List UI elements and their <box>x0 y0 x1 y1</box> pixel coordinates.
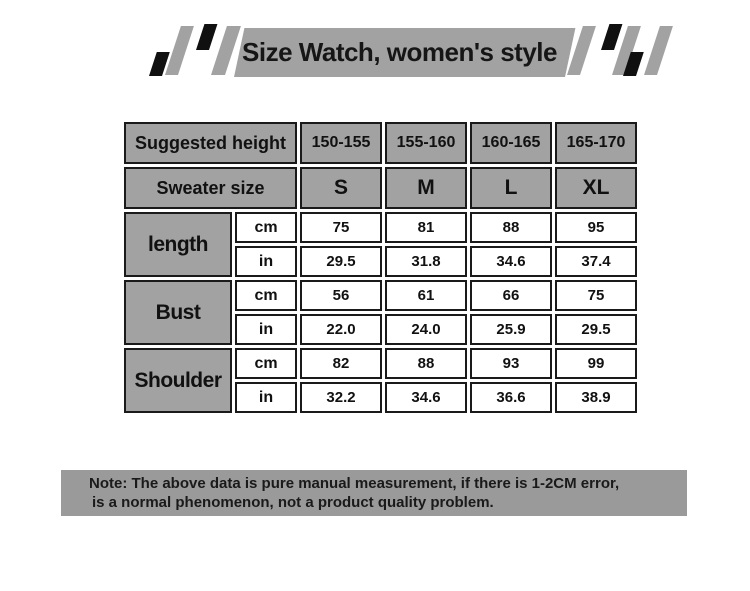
value-cell: 36.6 <box>470 382 552 413</box>
value-cell: 82 <box>300 348 382 379</box>
measurement-note: Note: The above data is pure manual meas… <box>61 470 687 516</box>
shoulder-label: Shoulder <box>124 348 232 413</box>
unit-cell: cm <box>235 212 297 243</box>
table-row-suggested-height: Suggested height 150-155 155-160 160-165… <box>124 122 637 164</box>
value-cell: 37.4 <box>555 246 637 277</box>
table-row-length-in: in 29.5 31.8 34.6 37.4 <box>124 246 637 277</box>
bust-label: Bust <box>124 280 232 345</box>
length-label: length <box>124 212 232 277</box>
unit-cell: in <box>235 382 297 413</box>
value-cell: 38.9 <box>555 382 637 413</box>
size-cell: M <box>385 167 467 209</box>
value-cell: 75 <box>300 212 382 243</box>
size-cell: L <box>470 167 552 209</box>
stripe-icon <box>165 26 194 75</box>
stripe-icon <box>601 24 623 50</box>
height-range-cell: 150-155 <box>300 122 382 164</box>
table-row-shoulder-cm: Shoulder cm 82 88 93 99 <box>124 348 637 413</box>
size-cell: XL <box>555 167 637 209</box>
stripe-icon <box>644 26 673 75</box>
size-table: Suggested height 150-155 155-160 160-165… <box>121 119 640 416</box>
table-row-length-cm: length cm 75 81 88 95 <box>124 212 637 277</box>
value-cell: 61 <box>385 280 467 311</box>
height-range-cell: 155-160 <box>385 122 467 164</box>
table-row-shoulder-in: in 32.2 34.6 36.6 38.9 <box>124 382 637 413</box>
note-line-1: Note: The above data is pure manual meas… <box>89 475 620 492</box>
value-cell: 56 <box>300 280 382 311</box>
value-cell: 75 <box>555 280 637 311</box>
value-cell: 88 <box>470 212 552 243</box>
value-cell: 29.5 <box>300 246 382 277</box>
value-cell: 25.9 <box>470 314 552 345</box>
table-row-bust-in: in 22.0 24.0 25.9 29.5 <box>124 314 637 345</box>
table-row-sweater-size: Sweater size S M L XL <box>124 167 637 209</box>
value-cell: 22.0 <box>300 314 382 345</box>
note-line-2: is a normal phenomenon, not a product qu… <box>92 494 494 511</box>
table-row-bust-cm: Bust cm 56 61 66 75 <box>124 280 637 345</box>
value-cell: 29.5 <box>555 314 637 345</box>
value-cell: 88 <box>385 348 467 379</box>
value-cell: 81 <box>385 212 467 243</box>
value-cell: 34.6 <box>470 246 552 277</box>
unit-cell: cm <box>235 280 297 311</box>
value-cell: 24.0 <box>385 314 467 345</box>
value-cell: 31.8 <box>385 246 467 277</box>
value-cell: 32.2 <box>300 382 382 413</box>
height-range-cell: 160-165 <box>470 122 552 164</box>
size-cell: S <box>300 167 382 209</box>
value-cell: 99 <box>555 348 637 379</box>
value-cell: 66 <box>470 280 552 311</box>
suggested-height-label: Suggested height <box>124 122 297 164</box>
value-cell: 93 <box>470 348 552 379</box>
value-cell: 34.6 <box>385 382 467 413</box>
value-cell: 95 <box>555 212 637 243</box>
page-title: Size Watch, women's style <box>242 37 557 67</box>
unit-cell: in <box>235 246 297 277</box>
unit-cell: in <box>235 314 297 345</box>
stripe-icon <box>196 24 218 50</box>
sweater-size-label: Sweater size <box>124 167 297 209</box>
unit-cell: cm <box>235 348 297 379</box>
height-range-cell: 165-170 <box>555 122 637 164</box>
